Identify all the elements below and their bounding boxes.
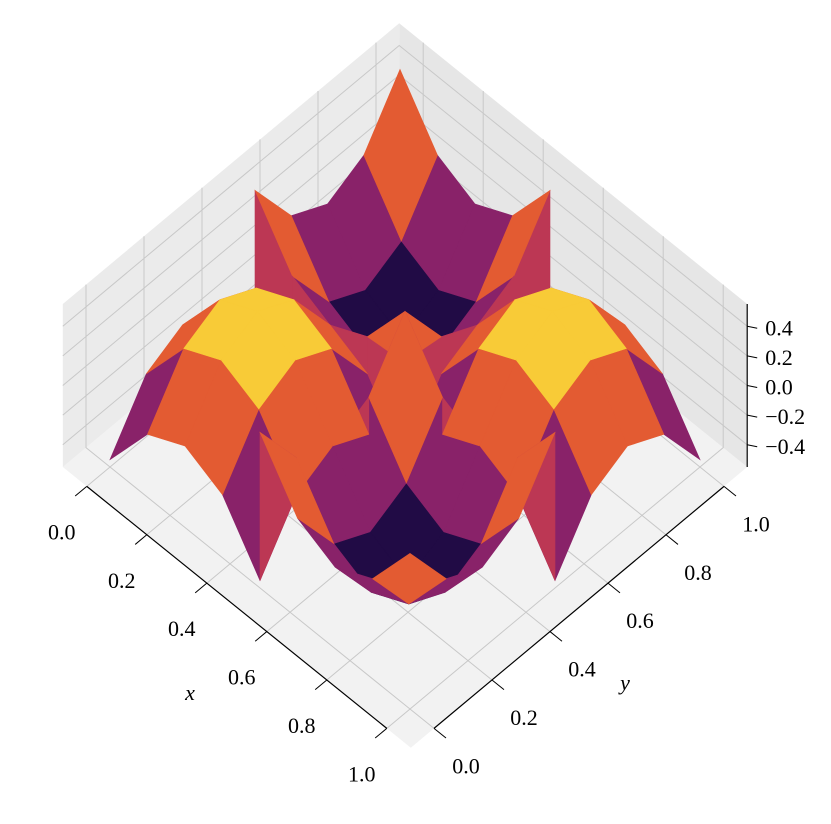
surface-face [259, 431, 335, 545]
axis-line [86, 485, 388, 729]
x-tick [374, 727, 388, 739]
y-tick-label: 1.0 [742, 511, 770, 536]
surface-face [475, 189, 551, 303]
grid-line [62, 44, 748, 327]
x-tick [254, 631, 268, 642]
surface-face [480, 431, 556, 545]
x-tick-label: 0.8 [288, 713, 316, 738]
surface-face [368, 310, 443, 484]
x-tick-label: 0.4 [168, 616, 196, 641]
z-tick-label: 0.0 [765, 375, 793, 400]
z-tick [747, 444, 758, 448]
y-tick-label: 0.6 [626, 608, 654, 633]
y-tick [433, 727, 447, 739]
grid-line [85, 284, 435, 729]
y-tick [491, 679, 505, 691]
z-tick [747, 385, 758, 388]
x-tick-label: 0.6 [228, 665, 256, 690]
x-tick-label: 0.2 [108, 568, 136, 593]
y-tick [607, 582, 621, 594]
z-tick-label: −0.2 [765, 404, 805, 429]
y-tick [665, 534, 679, 545]
z-tick [747, 414, 758, 418]
z-tick [747, 325, 758, 329]
axis-line [433, 485, 725, 729]
grid-line [386, 284, 724, 729]
y-tick-label: 0.8 [684, 560, 712, 585]
y-axis-label: y [618, 670, 630, 695]
y-tick-label: 0.2 [510, 705, 538, 730]
x-tick-label: 1.0 [348, 761, 376, 786]
z-tick [747, 355, 758, 359]
z-tick-label: 0.2 [765, 345, 793, 370]
y-tick-label: 0.4 [568, 657, 596, 682]
x-tick [74, 485, 88, 497]
surface-face [254, 189, 330, 303]
surface-face [515, 310, 591, 410]
surface-face [220, 310, 296, 410]
y-tick-label: 0.0 [452, 753, 480, 778]
x-tick [194, 582, 208, 594]
x-tick-label: 0.0 [48, 519, 76, 544]
x-tick [134, 534, 148, 545]
x-axis-label: x [184, 680, 195, 705]
y-tick [723, 485, 737, 497]
surface-face [371, 553, 447, 605]
z-tick-label: −0.4 [765, 434, 805, 459]
z-tick-label: 0.4 [765, 315, 793, 340]
x-tick [314, 679, 328, 691]
y-tick [549, 631, 563, 642]
surface-face [363, 68, 438, 242]
